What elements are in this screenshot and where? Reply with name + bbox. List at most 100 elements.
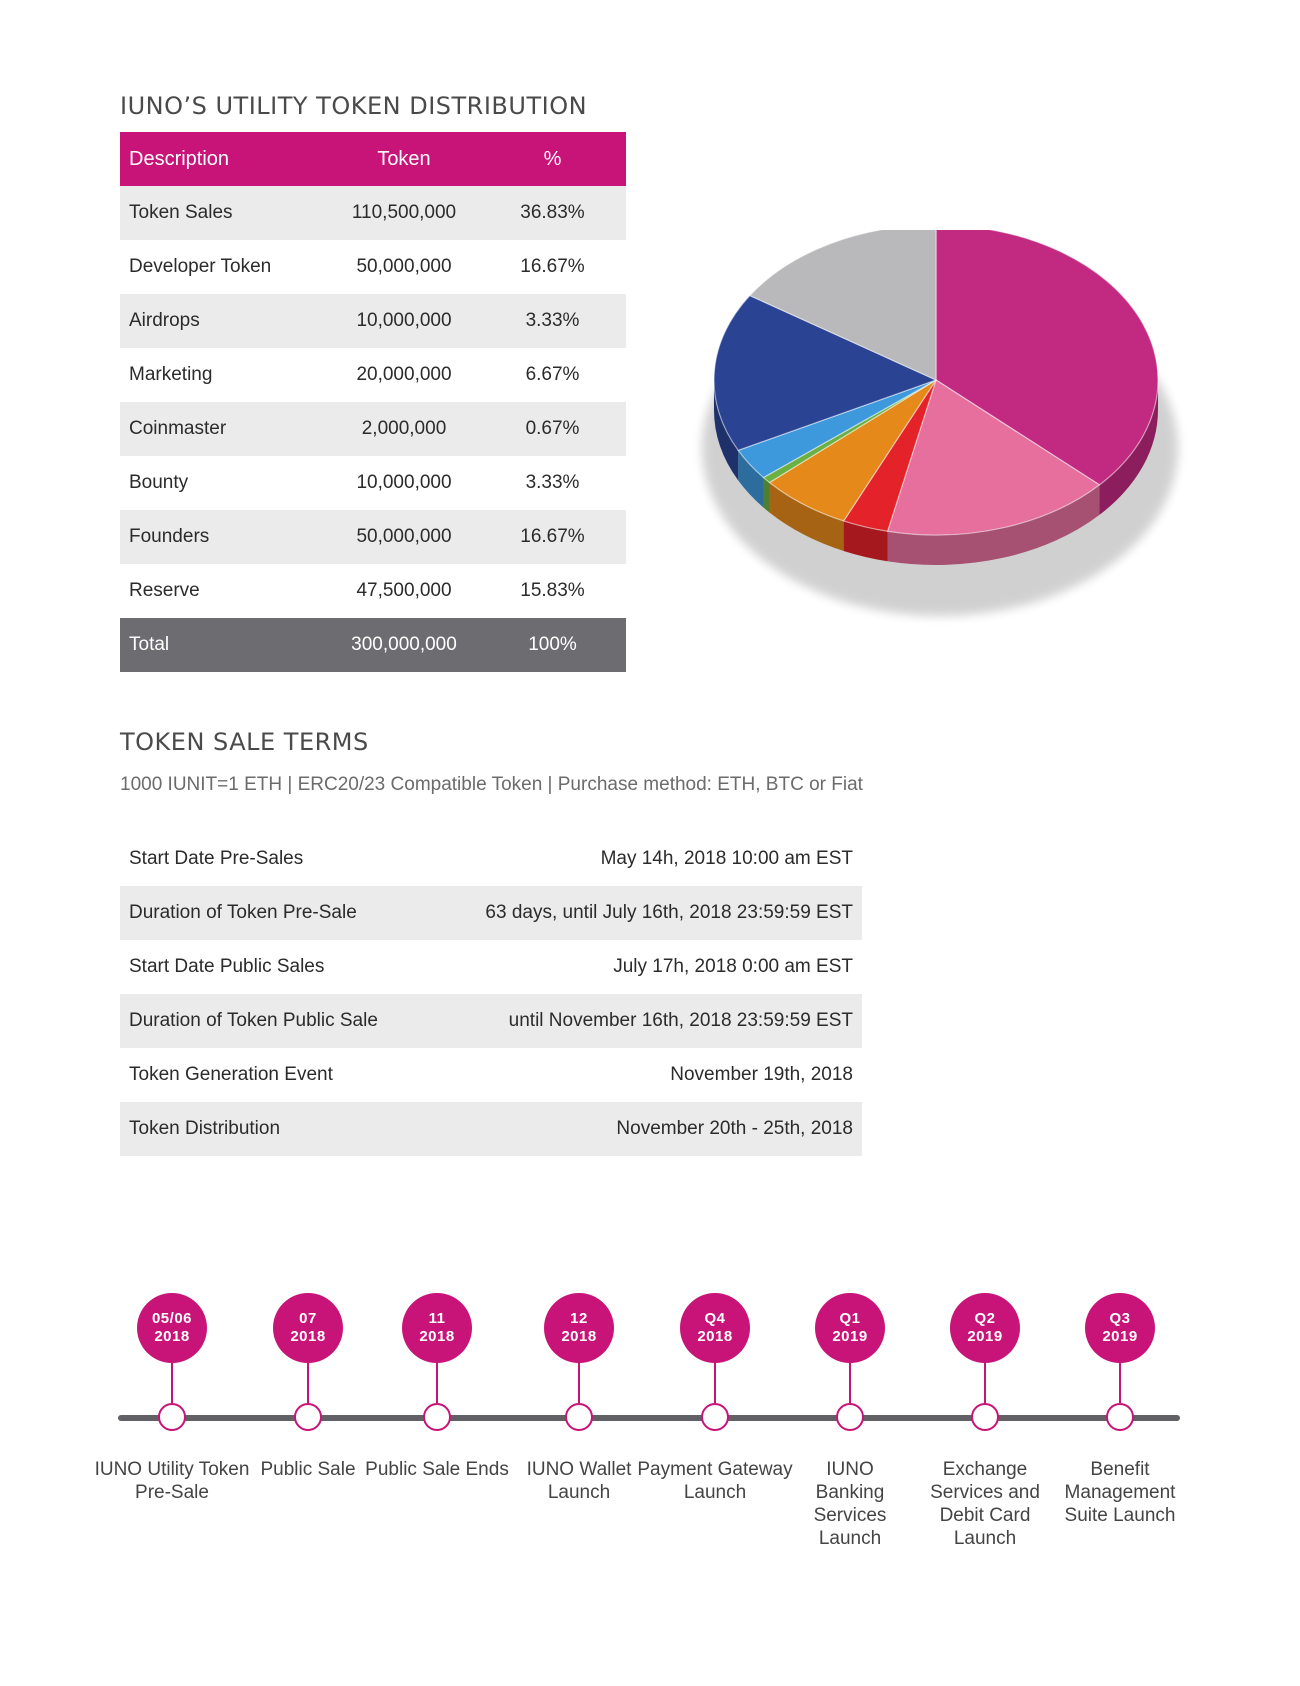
table-row: Founders 50,000,000 16.67%: [120, 510, 626, 564]
milestone-stem: [578, 1362, 580, 1403]
milestone-node: [971, 1403, 999, 1431]
row-description: Developer Token: [120, 240, 329, 294]
milestone-label: Exchange Services and Debit Card Launch: [930, 1459, 1040, 1549]
milestone-year: 2019: [1102, 1328, 1138, 1345]
milestone-label: Public Sale Ends: [365, 1459, 509, 1480]
milestone-label: IUNO Wallet Launch: [526, 1459, 632, 1503]
header-token: Token: [329, 132, 479, 186]
terms-value: November 19th, 2018: [423, 1048, 862, 1102]
row-token: 10,000,000: [329, 294, 479, 348]
pie-slice-side-5: [738, 450, 764, 508]
milestone-stem: [714, 1362, 716, 1403]
distribution-table: Description Token % Token Sales 110,500,…: [120, 132, 626, 672]
milestone-year: 2018: [290, 1328, 326, 1345]
table-row: Reserve 47,500,000 15.83%: [120, 564, 626, 618]
milestone-node: [836, 1403, 864, 1431]
milestone-node: [1106, 1403, 1134, 1431]
row-percent: 6.67%: [479, 348, 626, 402]
header-description: Description: [120, 132, 329, 186]
milestone-period: 05/06: [151, 1310, 193, 1327]
table-row: Bounty 10,000,000 3.33%: [120, 456, 626, 510]
row-description: Founders: [120, 510, 329, 564]
table-row: Developer Token 50,000,000 16.67%: [120, 240, 626, 294]
milestone-stem: [307, 1362, 309, 1403]
milestone-year: 2019: [967, 1328, 1003, 1345]
milestone-period: 07: [299, 1310, 317, 1327]
row-description: Token Sales: [120, 186, 329, 240]
total-row: Total 300,000,000 100%: [120, 618, 626, 672]
milestone-date-bubble: Q1 2019: [815, 1293, 885, 1363]
milestone-period: 12: [570, 1310, 588, 1327]
milestone-date-bubble: 07 2018: [273, 1293, 343, 1363]
table-row: Marketing 20,000,000 6.67%: [120, 348, 626, 402]
milestone-label: Payment Gateway Launch: [637, 1459, 793, 1503]
row-percent: 3.33%: [479, 294, 626, 348]
pie-slice-side-1: [887, 484, 1100, 565]
milestone-year: 2018: [419, 1328, 455, 1345]
milestone-date-bubble: Q3 2019: [1085, 1293, 1155, 1363]
timeline-line: [118, 1415, 1180, 1421]
terms-row: Token Distribution November 20th - 25th,…: [120, 1102, 862, 1156]
milestone-period: Q2: [974, 1310, 996, 1327]
row-token: 20,000,000: [329, 348, 479, 402]
row-token: 50,000,000: [329, 510, 479, 564]
row-token: 2,000,000: [329, 402, 479, 456]
milestone-year: 2019: [832, 1328, 868, 1345]
milestone-stem: [171, 1362, 173, 1403]
table-row: Coinmaster 2,000,000 0.67%: [120, 402, 626, 456]
row-percent: 15.83%: [479, 564, 626, 618]
milestone-node: [158, 1403, 186, 1431]
terms-value: May 14h, 2018 10:00 am EST: [423, 832, 862, 886]
milestone-period: Q4: [704, 1310, 726, 1327]
terms-row: Token Generation Event November 19th, 20…: [120, 1048, 862, 1102]
terms-row: Start Date Public Sales July 17h, 2018 0…: [120, 940, 862, 994]
milestone-stem: [1119, 1362, 1121, 1403]
row-token: 47,500,000: [329, 564, 479, 618]
terms-subtitle: 1000 IUNIT=1 ETH | ERC20/23 Compatible T…: [120, 774, 863, 795]
milestone-date-bubble: 11 2018: [402, 1293, 472, 1363]
row-percent: 16.67%: [479, 240, 626, 294]
distribution-pie-chart: [702, 230, 1178, 616]
total-label: Total: [120, 618, 329, 672]
terms-label: Duration of Token Public Sale: [120, 994, 424, 1048]
pie-side-group: [714, 380, 1158, 565]
terms-label: Start Date Pre-Sales: [120, 832, 424, 886]
milestone-year: 2018: [154, 1328, 190, 1345]
table-row: Token Sales 110,500,000 36.83%: [120, 186, 626, 240]
milestone-date-bubble: 05/06 2018: [137, 1293, 207, 1363]
pie-slice-7: [748, 230, 937, 381]
pie-slice-side-3: [769, 482, 844, 551]
table-header-row: Description Token %: [120, 132, 626, 186]
milestone-label: Benefit Management Suite Launch: [1064, 1459, 1176, 1526]
pie-top-group: [713, 230, 1159, 536]
pie-slice-1: [886, 379, 1101, 536]
row-percent: 36.83%: [479, 186, 626, 240]
milestone-period: Q3: [1109, 1310, 1131, 1327]
row-description: Coinmaster: [120, 402, 329, 456]
milestone-node: [423, 1403, 451, 1431]
row-description: Airdrops: [120, 294, 329, 348]
milestone-node: [294, 1403, 322, 1431]
terms-label: Token Distribution: [120, 1102, 424, 1156]
terms-row: Duration of Token Public Sale until Nove…: [120, 994, 862, 1048]
milestone-node: [565, 1403, 593, 1431]
row-percent: 3.33%: [479, 456, 626, 510]
milestone-stem: [436, 1362, 438, 1403]
milestone-stem: [984, 1362, 986, 1403]
header-percent: %: [479, 132, 626, 186]
row-description: Marketing: [120, 348, 329, 402]
roadmap-timeline: 05/06 2018 IUNO Utility Token Pre-Sale 0…: [0, 1280, 1300, 1580]
milestone-date-bubble: Q2 2019: [950, 1293, 1020, 1363]
pie-slice-6: [713, 294, 938, 452]
pie-slice-0: [935, 230, 1159, 486]
total-token: 300,000,000: [329, 618, 479, 672]
terms-table: Start Date Pre-Sales May 14h, 2018 10:00…: [120, 832, 862, 1156]
milestone-date-bubble: 12 2018: [544, 1293, 614, 1363]
milestone-stem: [849, 1362, 851, 1403]
terms-title: TOKEN SALE TERMS: [120, 728, 369, 756]
milestone-year: 2018: [561, 1328, 597, 1345]
milestone-node: [701, 1403, 729, 1431]
milestone-label: IUNO Utility Token Pre-Sale: [94, 1459, 250, 1503]
row-percent: 0.67%: [479, 402, 626, 456]
milestone-label: IUNO Banking Services Launch: [813, 1459, 887, 1549]
